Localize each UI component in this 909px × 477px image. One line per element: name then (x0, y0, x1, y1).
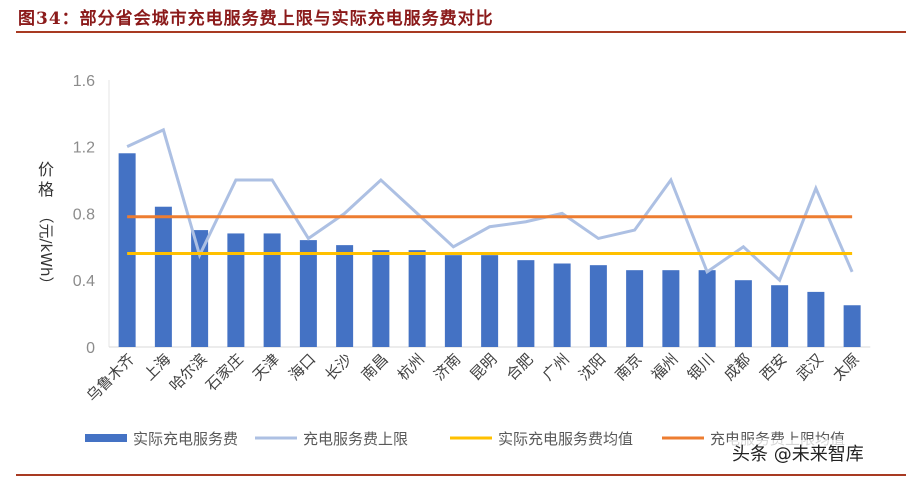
bar (444, 255, 462, 347)
bar (807, 291, 825, 347)
x-tick-label: 南京 (612, 350, 646, 384)
bar (372, 250, 390, 347)
legend-item: 实际充电服务费均值 (450, 430, 633, 448)
y-label-char: 格 (38, 180, 54, 199)
x-tick-label: 济南 (430, 350, 464, 384)
bar (843, 305, 861, 347)
legend-line-swatch (662, 436, 704, 440)
x-tick-label: 福州 (648, 350, 682, 384)
y-axis-label: 价格 （元/kWh） (37, 160, 55, 292)
bar (553, 263, 571, 347)
x-tick-label: 乌鲁木齐 (83, 350, 138, 405)
y-tick-label: 1.6 (73, 73, 95, 90)
bar (154, 206, 172, 347)
y-tick-label: 1.2 (73, 140, 95, 157)
x-tick-label: 天津 (249, 350, 283, 384)
x-tick-label: 太原 (829, 350, 863, 384)
x-tick-label: 海口 (285, 350, 319, 384)
y-tick-label: 0.8 (73, 206, 95, 223)
title-rule (16, 31, 906, 33)
legend-label: 实际充电服务费均值 (498, 430, 633, 448)
legend-label: 实际充电服务费 (133, 430, 238, 448)
bar (299, 240, 317, 347)
bar (626, 270, 644, 347)
bar (481, 255, 499, 347)
x-tick-label: 石家庄 (202, 350, 247, 395)
x-tick-label: 长沙 (322, 350, 356, 384)
bar (662, 270, 680, 347)
legend-item: 实际充电服务费 (85, 430, 238, 448)
figure-title: 图34：部分省会城市充电服务费上限与实际充电服务费对比 (18, 9, 494, 29)
bar (589, 265, 607, 347)
x-tick-label: 昆明 (467, 350, 501, 384)
bar (408, 250, 426, 347)
x-tick-label: 杭州 (394, 350, 428, 384)
x-tick-label: 沈阳 (575, 350, 609, 384)
bar (698, 270, 716, 347)
limit-line (126, 127, 854, 283)
bar (771, 285, 789, 347)
x-tick-label: 西安 (757, 350, 791, 384)
x-tick-label: 广州 (539, 350, 573, 384)
legend-line-swatch (450, 436, 492, 440)
watermark: 头条 @未来智库 (728, 440, 868, 466)
footer-rule (16, 474, 906, 476)
x-tick-label: 哈尔滨 (166, 350, 211, 395)
y-tick-label: 0 (86, 340, 95, 357)
x-tick-label: 武汉 (793, 350, 827, 384)
y-label-char: 价 (38, 160, 54, 179)
bar (227, 233, 245, 347)
bar (517, 260, 535, 347)
line-series (126, 127, 854, 283)
x-tick-label: 合肥 (503, 350, 537, 384)
y-label-unit: （元/kWh） (37, 208, 55, 291)
bar (263, 233, 281, 347)
legend-label: 充电服务费上限 (303, 430, 408, 448)
bar (336, 245, 354, 347)
legend-line-swatch (255, 436, 297, 440)
bar (191, 230, 209, 347)
x-tick-label: 南昌 (358, 350, 392, 384)
x-tick-label: 成都 (720, 350, 754, 384)
bar (734, 280, 752, 347)
x-tick-label: 银川 (684, 350, 718, 384)
bar (118, 153, 136, 347)
legend-item: 充电服务费上限 (255, 430, 408, 448)
y-tick-label: 0.4 (73, 273, 95, 290)
legend-bar-swatch (85, 434, 127, 442)
bar-series (118, 153, 861, 347)
